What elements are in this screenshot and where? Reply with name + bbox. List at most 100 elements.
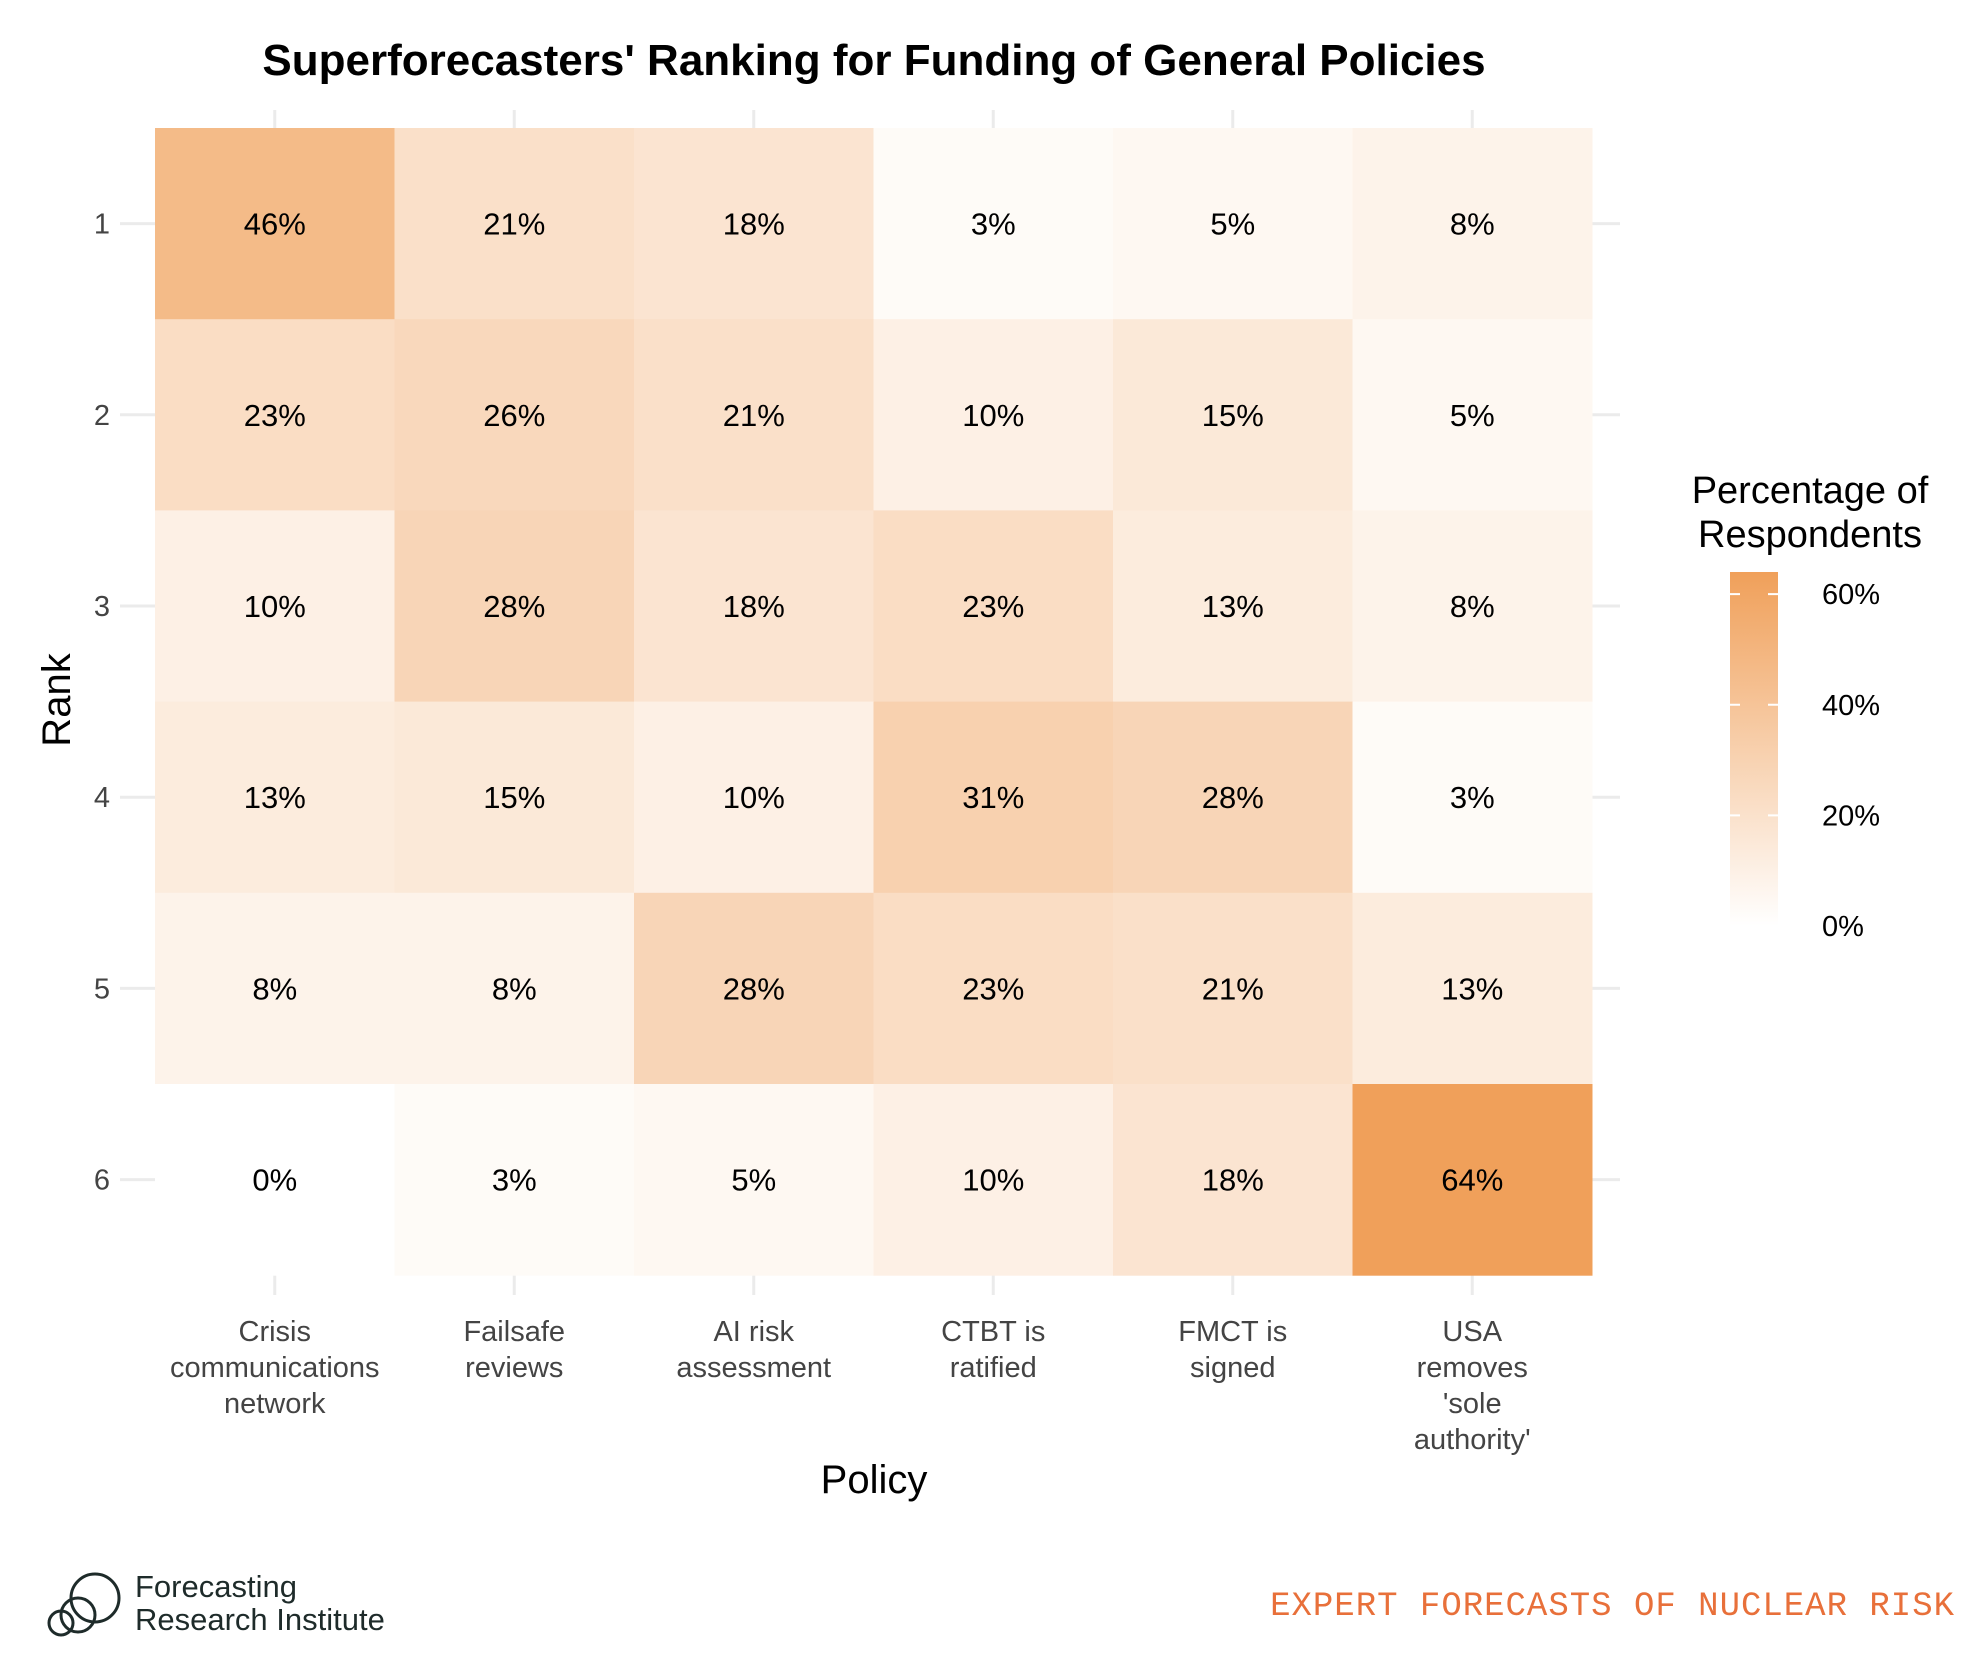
cell-value-label: 0% [252, 1163, 297, 1198]
heatmap-cell [394, 319, 635, 511]
logo-line-2: Research Institute [135, 1602, 385, 1637]
y-axis-label: Rank [35, 652, 79, 746]
cell-labels: 46% 21% 18% 3% 5% 8% 23% 26% 21% 10% 15% 5% 10% 28% 18… [244, 207, 1504, 1198]
x-tick-label: network [224, 1388, 326, 1420]
y-tick-label: 1 [94, 209, 110, 241]
x-tick-label: assessment [676, 1352, 831, 1384]
x-tick-label: FMCT is [1178, 1316, 1287, 1348]
heatmap-cell [634, 128, 874, 320]
x-tick-label: Failsafe [463, 1316, 565, 1348]
cell-value-label: 28% [483, 589, 545, 624]
heatmap-chart: Superforecasters' Ranking for Funding of… [35, 36, 1929, 1502]
legend-tick-label: 20% [1822, 800, 1880, 832]
heatmap-cell [1113, 128, 1353, 320]
cell-value-label: 21% [483, 207, 545, 242]
logo-line-1: Forecasting [135, 1569, 297, 1604]
heatmap-cell [634, 701, 874, 894]
cell-value-label: 23% [244, 398, 306, 433]
cell-value-label: 31% [962, 780, 1024, 815]
x-tick-label: USA [1442, 1316, 1502, 1348]
heatmap-cell [155, 1084, 395, 1276]
heatmap-cell [1352, 892, 1593, 1085]
footer-tagline: EXPERT FORECASTS OF NUCLEAR RISK [1270, 1588, 1955, 1626]
heatmap-cell [394, 1084, 635, 1276]
cell-value-label: 5% [1450, 398, 1495, 433]
cell-value-label: 10% [962, 398, 1024, 433]
cell-value-label: 18% [723, 207, 785, 242]
y-tick-label: 6 [94, 1165, 110, 1197]
cell-value-label: 5% [731, 1163, 776, 1198]
cell-value-label: 15% [483, 780, 545, 815]
heatmap-cell [155, 701, 395, 894]
cell-value-label: 46% [244, 207, 306, 242]
y-tick-label: 2 [94, 400, 110, 432]
heatmap-cell [1113, 1084, 1353, 1276]
legend-tick-label: 0% [1822, 911, 1864, 943]
cell-value-label: 10% [962, 1163, 1024, 1198]
heatmap-cell [873, 892, 1114, 1085]
logo-text: Forecasting Research Institute [135, 1570, 385, 1636]
cell-value-label: 3% [971, 207, 1016, 242]
heatmap-cell [634, 892, 874, 1085]
heatmap-cell [634, 510, 874, 703]
heatmap-cell [1352, 510, 1593, 703]
heatmap-cells [155, 128, 1593, 1276]
cell-value-label: 10% [244, 589, 306, 624]
cell-value-label: 21% [723, 398, 785, 433]
cell-value-label: 15% [1202, 398, 1264, 433]
cell-value-label: 13% [244, 780, 306, 815]
y-tick-label: 4 [94, 782, 110, 814]
cell-value-label: 21% [1202, 971, 1264, 1006]
chart-title: Superforecasters' Ranking for Funding of… [262, 36, 1485, 85]
cell-value-label: 8% [252, 971, 297, 1006]
cell-value-label: 3% [492, 1163, 537, 1198]
x-tick-label: authority' [1414, 1424, 1531, 1456]
y-tick-label: 3 [94, 591, 110, 623]
x-tick-label: removes [1417, 1352, 1528, 1384]
heatmap-cell [155, 128, 395, 320]
fri-logo: Forecasting Research Institute [40, 1568, 460, 1638]
heatmap-cell [1352, 1084, 1593, 1276]
heatmap-cell [873, 1084, 1114, 1276]
cell-value-label: 18% [723, 589, 785, 624]
heatmap-cell [394, 701, 635, 894]
x-tick-label: reviews [465, 1352, 563, 1384]
y-tick-label: 5 [94, 973, 110, 1005]
heatmap-cell [1113, 510, 1353, 703]
heatmap-cell [634, 1084, 874, 1276]
cell-value-label: 64% [1441, 1163, 1503, 1198]
x-tick-label: CTBT is [941, 1316, 1045, 1348]
heatmap-cell [155, 892, 395, 1085]
legend-title-line: Percentage of [1692, 470, 1929, 512]
cell-value-label: 8% [1450, 207, 1495, 242]
legend-colorbar [1730, 572, 1778, 926]
cell-value-label: 5% [1210, 207, 1255, 242]
legend-tick-label: 40% [1822, 690, 1880, 722]
cell-value-label: 26% [483, 398, 545, 433]
cell-value-label: 10% [723, 780, 785, 815]
heatmap-cell [873, 128, 1114, 320]
cell-value-label: 8% [1450, 589, 1495, 624]
heatmap-cell [1113, 892, 1353, 1085]
heatmap-cell [1352, 128, 1593, 320]
x-tick-label: AI risk [713, 1316, 794, 1348]
heatmap-cell [1352, 319, 1593, 511]
x-tick-label: signed [1190, 1352, 1275, 1384]
cell-value-label: 28% [1202, 780, 1264, 815]
heatmap-cell [873, 701, 1114, 894]
x-axis-label: Policy [821, 1458, 928, 1502]
heatmap-cell [634, 319, 874, 511]
heatmap-cell [394, 892, 635, 1085]
heatmap-cell [394, 510, 635, 703]
heatmap-cell [873, 319, 1114, 511]
heatmap-cell [155, 510, 395, 703]
legend-ticks: 0% 20% 40% 60% [1730, 579, 1880, 943]
x-tick-label: Crisis [239, 1316, 312, 1348]
cell-value-label: 3% [1450, 780, 1495, 815]
cell-value-label: 23% [962, 589, 1024, 624]
cell-value-label: 28% [723, 971, 785, 1006]
heatmap-cell [873, 510, 1114, 703]
legend-tick-label: 60% [1822, 579, 1880, 611]
